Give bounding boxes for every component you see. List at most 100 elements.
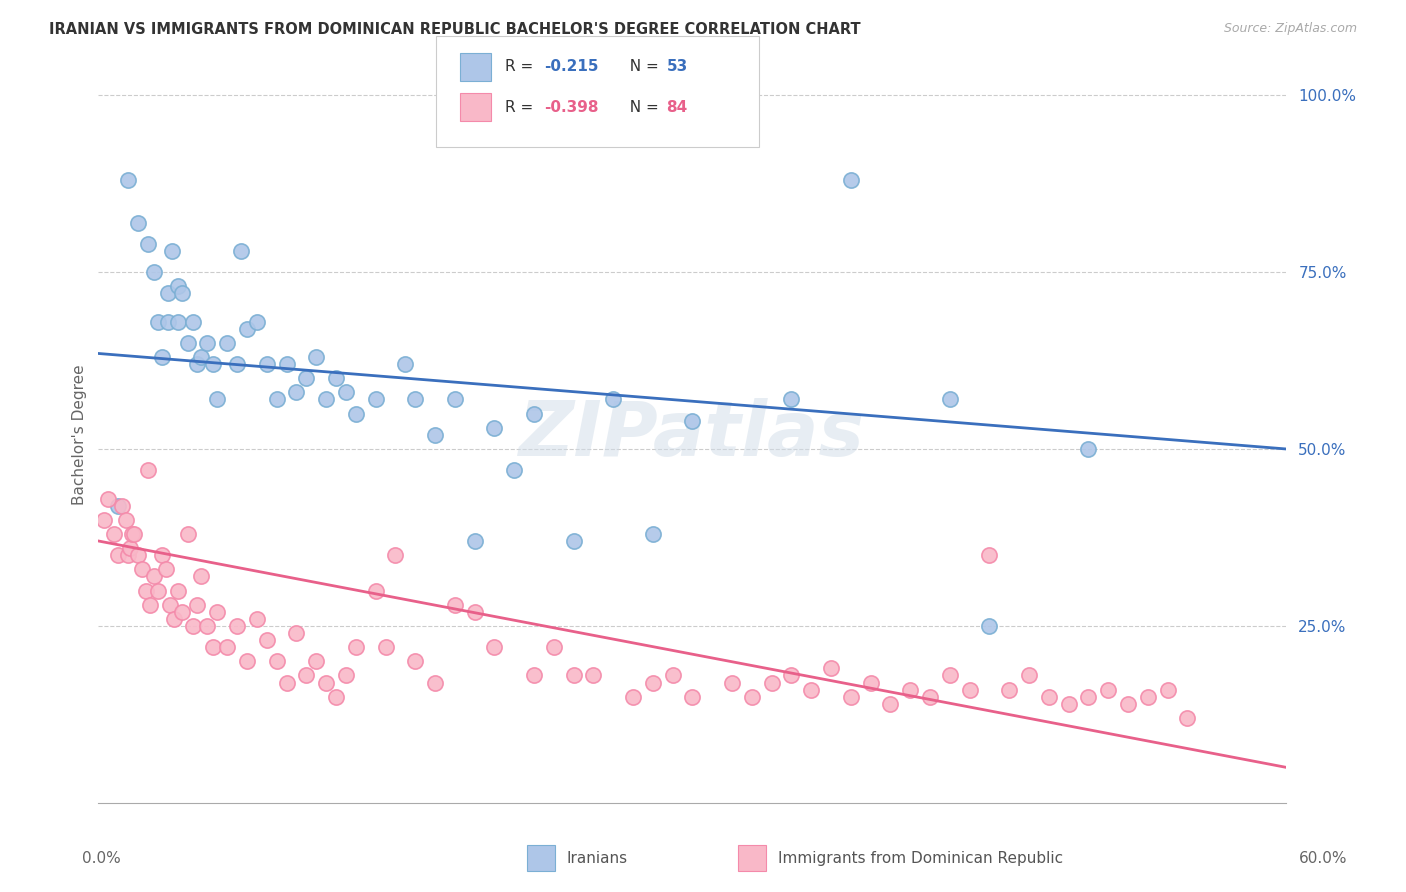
Point [1018, 668, 1040, 682]
Point [195, 619, 218, 633]
Point [183, 315, 205, 329]
Point [484, 640, 506, 654]
Point [661, 668, 683, 682]
Point [166, 583, 188, 598]
Point [190, 569, 212, 583]
Point [107, 499, 129, 513]
Point [1038, 690, 1060, 704]
Point [176, 527, 198, 541]
Point [423, 427, 446, 442]
Point [602, 392, 624, 407]
Point [121, 527, 143, 541]
Text: IRANIAN VS IMMIGRANTS FROM DOMINICAN REPUBLIC BACHELOR'S DEGREE CORRELATION CHAR: IRANIAN VS IMMIGRANTS FROM DOMINICAN REP… [49, 22, 860, 37]
Point [394, 357, 416, 371]
Point [839, 173, 862, 187]
Point [1136, 690, 1159, 704]
Point [229, 244, 252, 258]
Point [721, 675, 744, 690]
Point [246, 315, 269, 329]
Point [959, 682, 981, 697]
Point [150, 350, 173, 364]
Point [276, 675, 298, 690]
Point [523, 407, 546, 421]
Point [859, 675, 882, 690]
Point [1097, 682, 1119, 697]
Point [335, 385, 357, 400]
Point [1057, 697, 1080, 711]
Point [344, 640, 367, 654]
Point [404, 654, 426, 668]
Point [103, 527, 125, 541]
Point [160, 244, 183, 258]
Point [582, 668, 605, 682]
Point [780, 392, 803, 407]
Point [295, 668, 318, 682]
Point [156, 315, 179, 329]
Point [335, 668, 357, 682]
Point [315, 392, 337, 407]
Text: ZIPatlas: ZIPatlas [519, 398, 866, 472]
Point [780, 668, 803, 682]
Point [998, 682, 1021, 697]
Text: R =: R = [505, 100, 538, 114]
Point [127, 216, 149, 230]
Point [741, 690, 763, 704]
Point [681, 414, 703, 428]
Point [641, 675, 664, 690]
Point [444, 392, 467, 407]
Point [127, 548, 149, 562]
Point [839, 690, 862, 704]
Point [898, 682, 921, 697]
Text: R =: R = [505, 60, 538, 74]
Point [166, 279, 188, 293]
Point [176, 335, 198, 350]
Point [202, 640, 225, 654]
Point [111, 499, 134, 513]
Text: Source: ZipAtlas.com: Source: ZipAtlas.com [1223, 22, 1357, 36]
Point [979, 548, 1001, 562]
Point [136, 236, 159, 251]
Point [444, 598, 467, 612]
Text: Iranians: Iranians [567, 851, 627, 865]
Point [1177, 711, 1199, 725]
Point [364, 583, 387, 598]
Text: 84: 84 [666, 100, 688, 114]
Point [107, 548, 129, 562]
Point [207, 605, 229, 619]
Point [142, 569, 165, 583]
Point [136, 463, 159, 477]
Point [183, 619, 205, 633]
Point [115, 513, 138, 527]
Point [156, 286, 179, 301]
Text: 0.0%: 0.0% [82, 851, 121, 865]
Point [202, 357, 225, 371]
Point [464, 605, 486, 619]
Text: -0.215: -0.215 [544, 60, 599, 74]
Point [285, 626, 308, 640]
Point [1077, 442, 1099, 456]
Point [142, 265, 165, 279]
Point [186, 598, 208, 612]
Point [207, 392, 229, 407]
Point [325, 371, 347, 385]
Point [266, 392, 288, 407]
Text: 53: 53 [666, 60, 688, 74]
Point [503, 463, 526, 477]
Point [562, 533, 585, 548]
Point [939, 668, 962, 682]
Point [820, 661, 842, 675]
Point [170, 605, 193, 619]
Point [879, 697, 901, 711]
Point [681, 690, 703, 704]
Point [384, 548, 406, 562]
Point [146, 583, 169, 598]
Point [404, 392, 426, 407]
Point [1156, 682, 1178, 697]
Point [146, 315, 169, 329]
Y-axis label: Bachelor's Degree: Bachelor's Degree [72, 365, 87, 505]
Point [190, 350, 212, 364]
Point [344, 407, 367, 421]
Point [305, 350, 328, 364]
Point [236, 322, 259, 336]
Text: 60.0%: 60.0% [1299, 851, 1347, 865]
